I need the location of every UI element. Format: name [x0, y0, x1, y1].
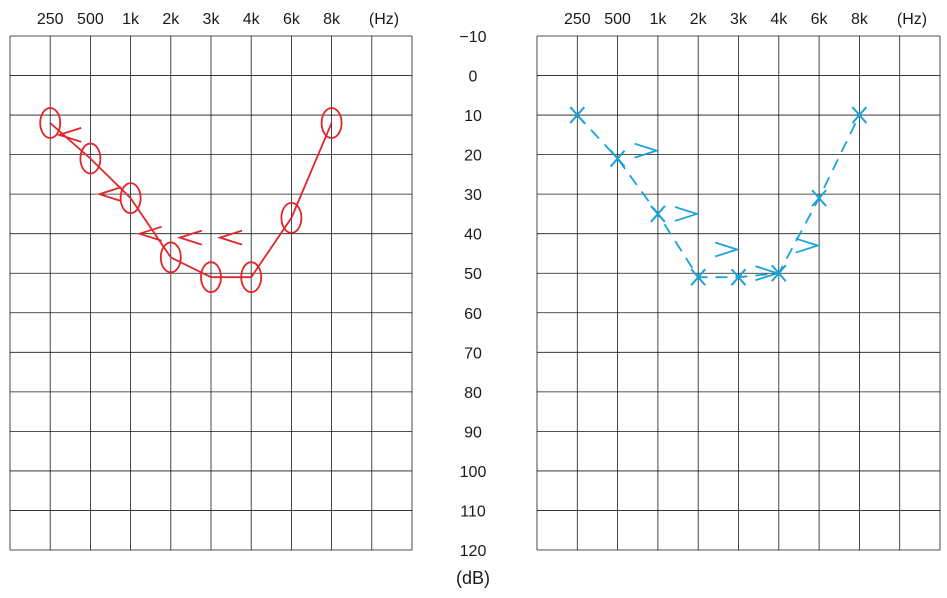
x-tick-label: 6k [811, 11, 829, 28]
series-line [576, 114, 861, 279]
data-point-x [609, 149, 626, 168]
x-tick-label: 6k [283, 11, 301, 28]
y-tick-label: 60 [464, 306, 482, 323]
grid-panel-2 [536, 35, 941, 551]
y-unit-label: (dB) [456, 568, 490, 588]
data-point-circle [240, 261, 263, 294]
data-point-circle [280, 201, 303, 234]
y-tick-label: 10 [464, 108, 482, 125]
x-tick-label: 1k [649, 11, 667, 28]
x-tick-label: 500 [77, 11, 104, 28]
y-tick-label: 100 [460, 464, 487, 481]
x-tick-label: 2k [690, 11, 708, 28]
data-point-circle [79, 142, 102, 175]
x-tick-label: 8k [323, 11, 341, 28]
x-unit-label: (Hz) [897, 11, 927, 28]
data-point-greater-than [674, 206, 700, 222]
data-point-circle [39, 107, 62, 139]
y-tick-label: 30 [464, 187, 482, 204]
y-tick-label: 40 [464, 227, 482, 244]
x-tick-label: 250 [37, 11, 64, 28]
x-tick-label: 3k [203, 11, 221, 28]
y-tick-label: 70 [464, 345, 482, 362]
data-point-x [650, 205, 666, 223]
data-point-circle [159, 241, 182, 274]
data-point-greater-than [714, 241, 741, 258]
y-tick-label: 90 [464, 424, 482, 441]
series-line [49, 122, 333, 279]
data-point-less-than [96, 186, 122, 203]
data-point-circle [320, 107, 343, 139]
y-tick-label: 20 [464, 148, 482, 165]
data-point-x [851, 106, 868, 124]
data-point-greater-than [755, 265, 781, 282]
x-tick-label: 500 [604, 11, 631, 28]
data-point-less-than [56, 126, 82, 143]
x-tick-label: 2k [162, 11, 180, 28]
x-unit-label: (Hz) [369, 11, 399, 28]
y-tick-label: 0 [469, 69, 478, 86]
data-point-circle [119, 182, 142, 215]
x-tick-label: 1k [122, 11, 140, 28]
data-point-x [690, 268, 706, 286]
x-tick-label: 4k [243, 11, 261, 28]
y-tick-label: 110 [460, 503, 486, 520]
data-point-less-than [176, 229, 203, 246]
x-tick-label: 250 [564, 11, 591, 28]
x-tick-label: 8k [851, 11, 869, 28]
y-tick-label: −10 [459, 29, 486, 46]
x-tick-label: 4k [770, 11, 788, 28]
data-point-x [730, 268, 747, 286]
data-point-x [569, 106, 586, 124]
data-point-circle [200, 261, 222, 294]
data-point-less-than [136, 225, 162, 242]
grid-panel-1 [9, 35, 413, 551]
y-tick-label: 80 [464, 385, 482, 402]
data-point-greater-than [795, 237, 821, 254]
y-tick-label: 50 [464, 266, 482, 283]
data-point-x [811, 189, 827, 207]
x-tick-label: 3k [730, 11, 748, 28]
data-point-greater-than [634, 142, 660, 159]
data-point-less-than [217, 229, 243, 246]
y-tick-label: 120 [460, 543, 487, 560]
